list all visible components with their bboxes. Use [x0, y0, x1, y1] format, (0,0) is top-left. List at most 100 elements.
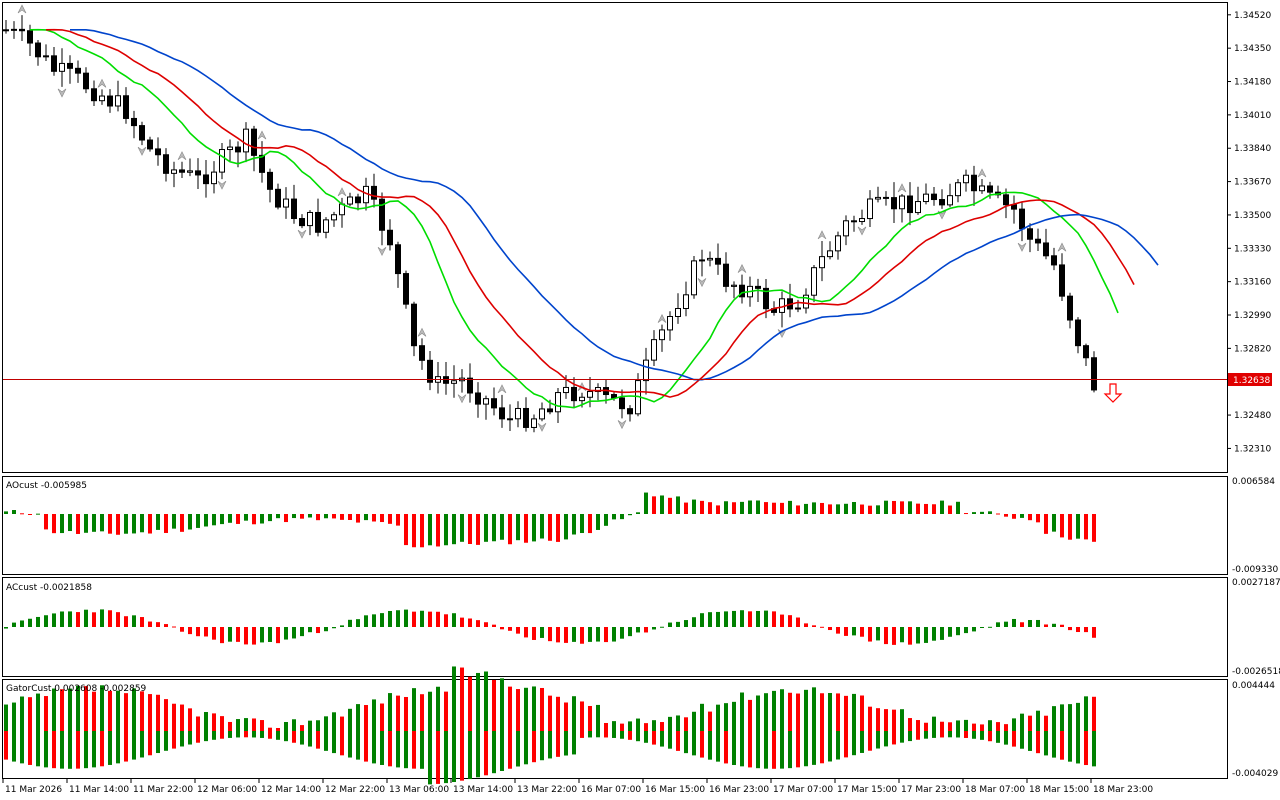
gator-bar-down [452, 731, 456, 783]
ac-bar [500, 627, 504, 630]
gator-bar-down [940, 731, 944, 738]
candle-body [171, 169, 177, 174]
ao-bar [196, 514, 200, 528]
ao-bar [932, 504, 936, 514]
candle-body [515, 407, 521, 420]
candle-body [571, 386, 577, 402]
ao-bar [780, 502, 784, 514]
candle-body [587, 391, 593, 398]
ac-bar [860, 627, 864, 637]
ac-bar [540, 627, 544, 638]
ac-bar [316, 627, 320, 634]
ao-bar [660, 495, 664, 514]
ao-bar [484, 514, 488, 542]
candle-body [691, 260, 697, 296]
ac-bar [364, 615, 368, 627]
gator-bar-down [1036, 731, 1040, 754]
gator-bar-up [236, 719, 240, 731]
ao-bar [172, 514, 176, 529]
ac-bar [612, 627, 616, 642]
gator-bar-down [916, 731, 920, 740]
candle-body [539, 408, 545, 420]
gator-bar-up [4, 704, 8, 731]
ao-bar [348, 514, 352, 520]
gator-bar-down [500, 731, 504, 771]
ac-bar [988, 626, 992, 628]
ac-bar [452, 613, 456, 627]
fractal-down-icon [537, 422, 547, 432]
ao-bar [324, 514, 328, 519]
gator-bar-up [172, 703, 176, 731]
gator-bar-up [468, 676, 472, 731]
ao-bar [404, 514, 408, 546]
gator-bar-up [708, 711, 712, 731]
ac-bar [420, 610, 424, 627]
ao-bar [1012, 514, 1016, 519]
ac-min-label: -0.0026518 [1232, 667, 1280, 677]
ac-bar [628, 627, 632, 637]
ao-bar [220, 514, 224, 525]
ao-bar [508, 514, 512, 545]
gator-max-label: 0.004444 [1232, 681, 1275, 691]
candle-body [235, 146, 241, 153]
gator-bar-down [820, 731, 824, 764]
gator-bar-up [916, 720, 920, 731]
candle-body [35, 42, 41, 58]
ao-bar [228, 514, 232, 523]
price-tick-label: 1.34350 [1234, 44, 1271, 54]
gator-bar-up [324, 716, 328, 731]
price-axis: 1.34520 1.34350 1.34180 1.34010 1.33840 1.336… [1227, 11, 1271, 454]
gator-bar-up [436, 686, 440, 731]
candle-body [1003, 194, 1009, 206]
gator-bar-down [292, 731, 296, 743]
ac-bar [556, 627, 560, 643]
gator-bar-up [780, 689, 784, 731]
ac-bar [924, 627, 928, 643]
ao-bar [468, 514, 472, 545]
time-tick-label: 17 Mar 23:00 [901, 785, 961, 795]
gator-bar-down [1044, 731, 1048, 756]
candle-body [147, 139, 153, 150]
gator-bar-down [972, 731, 976, 739]
ao-bar [420, 514, 424, 548]
gator-bar-down [860, 731, 864, 753]
gator-bar-down [268, 731, 272, 739]
gator-bar-up [980, 724, 984, 731]
ao-bar [92, 514, 96, 532]
ac-bar [140, 617, 144, 627]
gator-bar-up [788, 692, 792, 731]
gator-bar-up [740, 692, 744, 731]
ac-bar [900, 627, 904, 643]
candle-body [971, 174, 977, 192]
ac-bar [748, 611, 752, 627]
candle-body [875, 196, 881, 200]
ao-bar [380, 514, 384, 523]
candle-body [211, 171, 217, 185]
gator-bar-down [20, 731, 24, 764]
candle-body [107, 95, 113, 107]
gator-bar-down [492, 731, 496, 774]
gator-bar-up [716, 704, 720, 731]
gator-bar-down [668, 731, 672, 749]
ao-bar [20, 513, 24, 515]
ao-bar [436, 514, 440, 547]
ao-bar [68, 514, 72, 532]
candle-body [403, 273, 409, 305]
ao-bar [548, 514, 552, 541]
ao-bar [980, 511, 984, 514]
ac-bar [52, 613, 56, 627]
gator-bar-up [220, 716, 224, 731]
ac-bar [676, 621, 680, 627]
ao-bar [732, 502, 736, 514]
ac-bar [68, 611, 72, 627]
gator-bar-up [60, 689, 64, 731]
gator-bar-down [52, 731, 56, 769]
gator-bar-up [364, 705, 368, 731]
candle-body [83, 72, 89, 90]
ac-panel [4, 609, 1096, 645]
candle-body [203, 174, 209, 185]
candle-body [723, 263, 729, 287]
ac-bar [436, 611, 440, 627]
gator-bar-down [460, 731, 464, 781]
